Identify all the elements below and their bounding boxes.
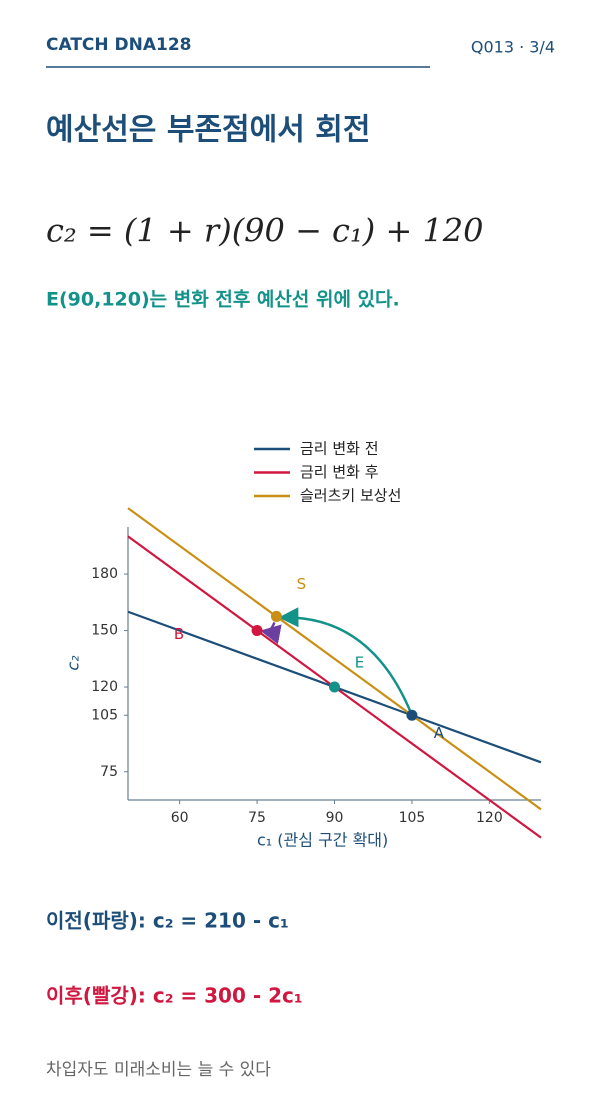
point [251,625,263,637]
arrow [260,621,282,645]
y-tick-label: 150 [91,623,118,639]
note: 이전(파랑): c₂ = 210 - c₁ [46,909,289,933]
point [270,610,282,622]
x-axis-label: c₁ (관심 구간 확대) [257,831,388,850]
point-label: S [297,575,307,593]
y-tick-label: 180 [91,566,118,582]
footer: 차입자도 미래소비는 늘 수 있다 [46,1060,271,1080]
formula: c₂ = (1 + r)(90 − c₁) + 120 [46,212,484,250]
title: 예산선은 부존점에서 회전 [46,113,371,148]
brand: CATCH DNA128 [46,35,192,55]
line [127,507,542,811]
page-number: Q013 · 3/4 [471,38,555,57]
point [329,681,340,693]
x-tick-label: 60 [171,810,189,826]
point [406,709,418,721]
y-tick-label: 120 [91,679,118,695]
subtitle: E(90,120)는 변화 전후 예산선 위에 있다. [46,289,400,311]
x-tick-label: 90 [326,810,344,826]
point-label: B [174,625,184,643]
y-tick-label: 75 [100,764,118,780]
arrow [278,607,414,716]
y-tick-label: 105 [91,707,118,723]
x-tick-label: 105 [399,810,426,826]
point-label: E [355,654,364,672]
legend-label: 슬러츠키 보상선 [300,487,401,505]
x-tick-label: 120 [476,810,503,826]
legend-label: 금리 변화 후 [300,463,379,481]
point-label: A [434,724,445,742]
legend-label: 금리 변화 전 [300,440,379,458]
note: 이후(빨강): c₂ = 300 - 2c₁ [46,984,303,1008]
y-axis-label: c₂ [64,655,83,671]
x-tick-label: 75 [248,810,266,826]
